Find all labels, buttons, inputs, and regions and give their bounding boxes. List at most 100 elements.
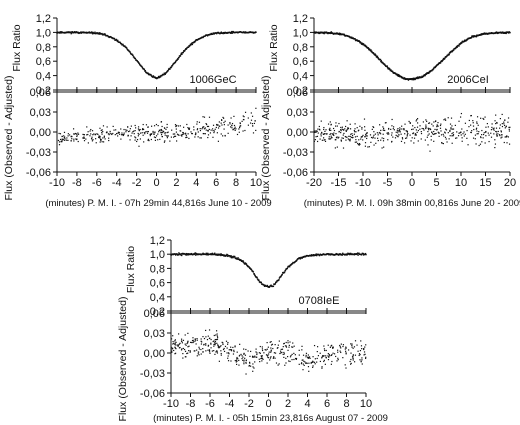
residual-point <box>208 128 210 131</box>
residual-point <box>319 360 322 363</box>
residual-point <box>209 337 211 339</box>
light-curve-point <box>82 32 84 34</box>
residual-point <box>285 357 287 359</box>
light-curve-point <box>411 78 413 80</box>
light-curve-point <box>181 53 183 56</box>
residual-point <box>334 147 336 149</box>
light-curve-point <box>429 71 432 73</box>
residual-point <box>139 138 141 140</box>
residual-point <box>287 342 289 344</box>
residual-point <box>175 352 177 354</box>
residual-point <box>312 360 314 362</box>
light-curve-point <box>232 32 234 34</box>
light-curve-point <box>117 39 119 42</box>
residual-point <box>437 131 439 133</box>
residual-point <box>184 343 186 345</box>
light-curve-point <box>348 252 350 255</box>
residual-point <box>400 133 402 135</box>
residual-point <box>499 134 501 136</box>
residual-point <box>415 129 417 131</box>
residual-point <box>452 134 455 136</box>
x-tick-label: 0 <box>409 177 415 189</box>
residual-point <box>354 340 357 342</box>
residual-point <box>202 335 204 338</box>
residual-point <box>254 355 256 357</box>
light-curve-point <box>202 252 204 255</box>
light-curve-point <box>153 76 155 78</box>
residual-point <box>387 133 389 135</box>
residual-point <box>187 342 189 344</box>
light-curve-point <box>237 257 239 259</box>
residual-point <box>118 133 121 135</box>
residual-point <box>303 360 305 362</box>
residual-point <box>177 345 179 347</box>
residual-point <box>121 132 123 134</box>
light-curve-point <box>217 253 220 256</box>
light-curve-point <box>243 262 245 264</box>
residual-point <box>223 117 225 119</box>
light-curve-point <box>386 65 388 67</box>
light-curve-point <box>407 78 409 80</box>
residual-point <box>237 358 239 360</box>
residual-point <box>347 128 349 130</box>
residual-point <box>449 135 451 137</box>
residual-point <box>482 133 485 136</box>
residual-point <box>210 338 212 341</box>
light-curve-point <box>403 77 406 79</box>
residual-point <box>354 128 356 130</box>
residual-point <box>227 124 229 126</box>
residual-point <box>330 345 332 347</box>
residual-point <box>323 360 325 363</box>
residual-point <box>424 139 426 141</box>
residual-point <box>210 343 212 345</box>
light-curve-point <box>179 254 182 256</box>
light-curve-point <box>371 50 373 53</box>
light-curve-point <box>240 259 242 261</box>
residual-point <box>104 138 106 140</box>
light-curve-point <box>278 277 281 279</box>
residual-point <box>241 355 243 357</box>
residual-point <box>67 133 69 135</box>
residual-point <box>160 128 162 131</box>
residual-point <box>309 357 311 359</box>
residual-point <box>288 346 290 348</box>
light-curve-point <box>258 279 260 281</box>
residual-point <box>339 344 341 347</box>
residual-point <box>256 352 258 354</box>
light-curve-point <box>480 33 482 35</box>
residual-point <box>161 125 163 128</box>
residual-point <box>407 132 409 135</box>
residual-point <box>57 139 60 142</box>
residual-point <box>336 360 338 362</box>
residual-point <box>87 133 89 136</box>
residual-point <box>372 137 374 139</box>
residual-point <box>352 357 354 360</box>
light-curve-point <box>507 31 509 33</box>
residual-point <box>302 363 304 365</box>
residual-point <box>354 136 357 138</box>
residual-point <box>450 128 452 130</box>
light-curve-point <box>338 253 341 256</box>
residual-point <box>460 134 462 136</box>
residual-point <box>351 346 353 348</box>
residual-point <box>141 132 143 134</box>
residual-point <box>160 131 162 134</box>
residual-point <box>425 124 427 126</box>
residual-point <box>185 136 187 139</box>
light-curve-point <box>448 54 450 56</box>
residual-point <box>406 130 409 133</box>
residual-point <box>252 132 255 134</box>
residual-point <box>266 341 268 344</box>
residual-point <box>106 126 108 128</box>
light-curve-point <box>141 66 144 69</box>
residual-point <box>174 339 176 341</box>
residual-point <box>274 357 276 359</box>
residual-point <box>92 139 94 141</box>
residual-point <box>268 353 270 355</box>
x-tick-label: -4 <box>112 177 122 189</box>
residual-point <box>138 145 140 147</box>
residual-point <box>302 354 305 356</box>
residual-point <box>171 350 173 352</box>
residual-point <box>320 120 322 122</box>
residual-point <box>243 359 245 361</box>
